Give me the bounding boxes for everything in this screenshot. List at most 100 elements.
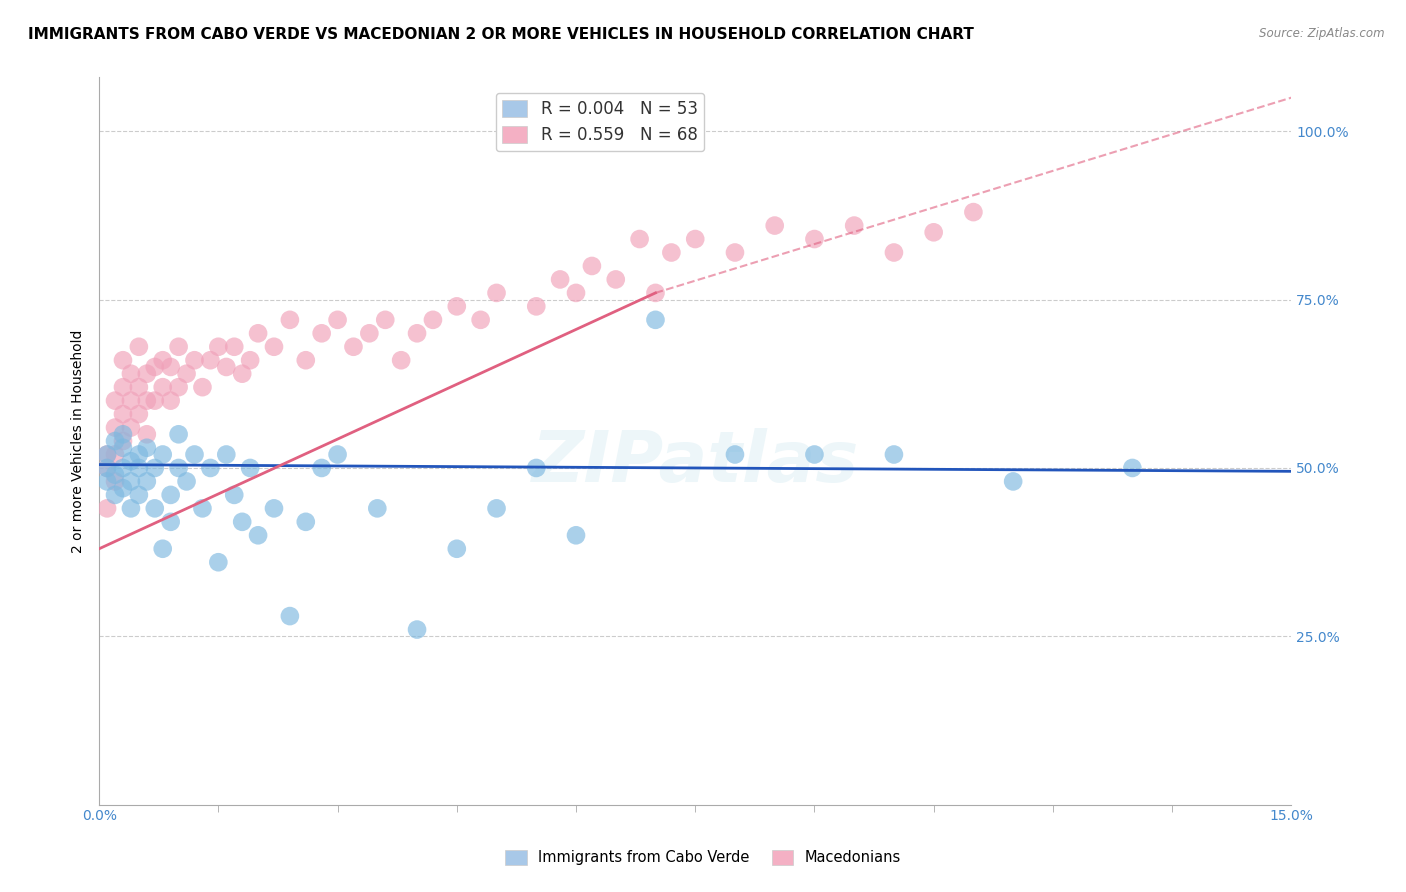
Point — [135, 367, 157, 381]
Point — [581, 259, 603, 273]
Point — [724, 245, 747, 260]
Point — [152, 353, 174, 368]
Point — [263, 340, 285, 354]
Point — [844, 219, 866, 233]
Point — [278, 313, 301, 327]
Point — [111, 353, 134, 368]
Point — [111, 441, 134, 455]
Point — [96, 448, 118, 462]
Point — [191, 501, 214, 516]
Point — [167, 427, 190, 442]
Point — [128, 448, 150, 462]
Point — [104, 393, 127, 408]
Point — [366, 501, 388, 516]
Point — [215, 448, 238, 462]
Point — [111, 434, 134, 448]
Point — [167, 340, 190, 354]
Point — [247, 528, 270, 542]
Point — [724, 448, 747, 462]
Point — [359, 326, 381, 341]
Point — [326, 448, 349, 462]
Point — [104, 420, 127, 434]
Point — [159, 393, 181, 408]
Point — [167, 461, 190, 475]
Point — [128, 340, 150, 354]
Text: ZIPatlas: ZIPatlas — [531, 428, 859, 498]
Point — [605, 272, 627, 286]
Point — [446, 541, 468, 556]
Point — [128, 407, 150, 421]
Point — [215, 359, 238, 374]
Point — [763, 219, 786, 233]
Point — [120, 367, 142, 381]
Legend: R = 0.004   N = 53, R = 0.559   N = 68: R = 0.004 N = 53, R = 0.559 N = 68 — [495, 93, 704, 151]
Point — [548, 272, 571, 286]
Point — [111, 427, 134, 442]
Point — [661, 245, 683, 260]
Point — [446, 299, 468, 313]
Point — [176, 475, 198, 489]
Point — [120, 393, 142, 408]
Point — [128, 461, 150, 475]
Point — [485, 501, 508, 516]
Point — [167, 380, 190, 394]
Point — [120, 454, 142, 468]
Point — [231, 367, 253, 381]
Point — [294, 515, 316, 529]
Point — [207, 340, 229, 354]
Point — [183, 448, 205, 462]
Point — [159, 515, 181, 529]
Point — [326, 313, 349, 327]
Point — [485, 285, 508, 300]
Point — [120, 501, 142, 516]
Point — [104, 448, 127, 462]
Point — [135, 393, 157, 408]
Point — [111, 461, 134, 475]
Point — [111, 380, 134, 394]
Point — [628, 232, 651, 246]
Point — [135, 475, 157, 489]
Point — [565, 528, 588, 542]
Point — [389, 353, 412, 368]
Point — [406, 326, 429, 341]
Point — [1121, 461, 1143, 475]
Point — [96, 448, 118, 462]
Point — [644, 313, 666, 327]
Point — [191, 380, 214, 394]
Text: Source: ZipAtlas.com: Source: ZipAtlas.com — [1260, 27, 1385, 40]
Point — [524, 299, 547, 313]
Point — [104, 467, 127, 482]
Point — [803, 448, 825, 462]
Point — [231, 515, 253, 529]
Point — [263, 501, 285, 516]
Point — [159, 488, 181, 502]
Point — [422, 313, 444, 327]
Point — [96, 461, 118, 475]
Point — [247, 326, 270, 341]
Point — [374, 313, 396, 327]
Point — [183, 353, 205, 368]
Point — [565, 285, 588, 300]
Point — [120, 420, 142, 434]
Point — [278, 609, 301, 624]
Point — [143, 393, 166, 408]
Point — [683, 232, 706, 246]
Point — [200, 353, 222, 368]
Point — [239, 353, 262, 368]
Point — [342, 340, 364, 354]
Point — [111, 481, 134, 495]
Point — [239, 461, 262, 475]
Point — [104, 488, 127, 502]
Point — [803, 232, 825, 246]
Point — [224, 340, 246, 354]
Point — [406, 623, 429, 637]
Point — [111, 407, 134, 421]
Point — [128, 380, 150, 394]
Point — [200, 461, 222, 475]
Point — [159, 359, 181, 374]
Point — [96, 501, 118, 516]
Legend: Immigrants from Cabo Verde, Macedonians: Immigrants from Cabo Verde, Macedonians — [499, 844, 907, 871]
Point — [311, 461, 333, 475]
Point — [224, 488, 246, 502]
Text: IMMIGRANTS FROM CABO VERDE VS MACEDONIAN 2 OR MORE VEHICLES IN HOUSEHOLD CORRELA: IMMIGRANTS FROM CABO VERDE VS MACEDONIAN… — [28, 27, 974, 42]
